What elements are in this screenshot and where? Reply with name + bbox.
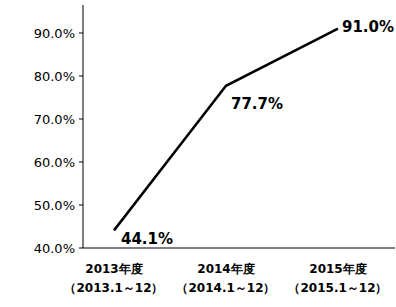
y-tick-label: 90.0% bbox=[34, 26, 75, 41]
x-tick-label-line: 2013年度 bbox=[85, 262, 142, 276]
x-tick-label: 2015年度 （2015.1～12） bbox=[288, 262, 387, 295]
x-tick-label: 2014年度 （2014.1～12） bbox=[176, 262, 275, 295]
data-label: 77.7% bbox=[231, 95, 283, 113]
y-tick-label: 60.0% bbox=[34, 155, 75, 170]
y-tick-label: 80.0% bbox=[34, 69, 75, 84]
y-tick bbox=[79, 75, 83, 76]
y-tick-label: 70.0% bbox=[34, 112, 75, 127]
x-tick-label: 2013年度 （2013.1～12） bbox=[64, 262, 163, 295]
y-tick bbox=[79, 32, 83, 33]
data-label: 91.0% bbox=[342, 18, 394, 36]
y-axis bbox=[83, 5, 84, 248]
x-tick-label-line: （2015.1～12） bbox=[288, 281, 387, 295]
plot-area bbox=[114, 29, 338, 231]
x-tick-label-line: （2013.1～12） bbox=[64, 281, 163, 295]
y-tick-label: 50.0% bbox=[34, 198, 75, 213]
y-tick bbox=[79, 204, 83, 205]
data-label: 44.1% bbox=[121, 230, 173, 248]
y-tick bbox=[79, 248, 83, 249]
line-series bbox=[114, 29, 338, 231]
chart-container: 40.0% 50.0% 60.0% 70.0% 80.0% 90.0% 2013年度 （201… bbox=[0, 0, 396, 307]
x-tick-label-line: （2014.1～12） bbox=[176, 281, 275, 295]
chart: 40.0% 50.0% 60.0% 70.0% 80.0% 90.0% 2013年度 （201… bbox=[0, 0, 396, 307]
y-tick-label: 40.0% bbox=[34, 241, 75, 256]
x-tick-label-line: 2015年度 bbox=[309, 262, 366, 276]
y-tick bbox=[79, 161, 83, 162]
y-tick bbox=[79, 118, 83, 119]
x-tick-label-line: 2014年度 bbox=[197, 262, 254, 276]
